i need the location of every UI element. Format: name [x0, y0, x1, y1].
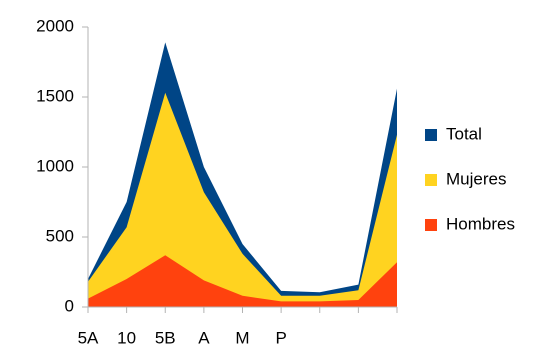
x-tick-label: 5A: [78, 328, 99, 347]
y-tick-label: 500: [46, 226, 74, 245]
y-tick-label: 2000: [36, 16, 74, 35]
legend-swatch: [425, 174, 437, 186]
x-tick-label: A: [198, 328, 210, 347]
y-tick-label: 1500: [36, 86, 74, 105]
x-tick-label: P: [275, 328, 286, 347]
x-tick-label: 10: [117, 328, 136, 347]
y-tick-label: 0: [65, 296, 74, 315]
legend-swatch: [425, 129, 437, 141]
y-tick-label: 1000: [36, 156, 74, 175]
x-tick-label: 5B: [155, 328, 176, 347]
legend-label: Mujeres: [446, 169, 506, 188]
x-tick-label: M: [235, 328, 249, 347]
legend-label: Total: [446, 124, 482, 143]
area: [88, 92, 397, 307]
area: [88, 255, 397, 307]
legend-label: Hombres: [446, 214, 515, 233]
legend-swatch: [425, 219, 437, 231]
